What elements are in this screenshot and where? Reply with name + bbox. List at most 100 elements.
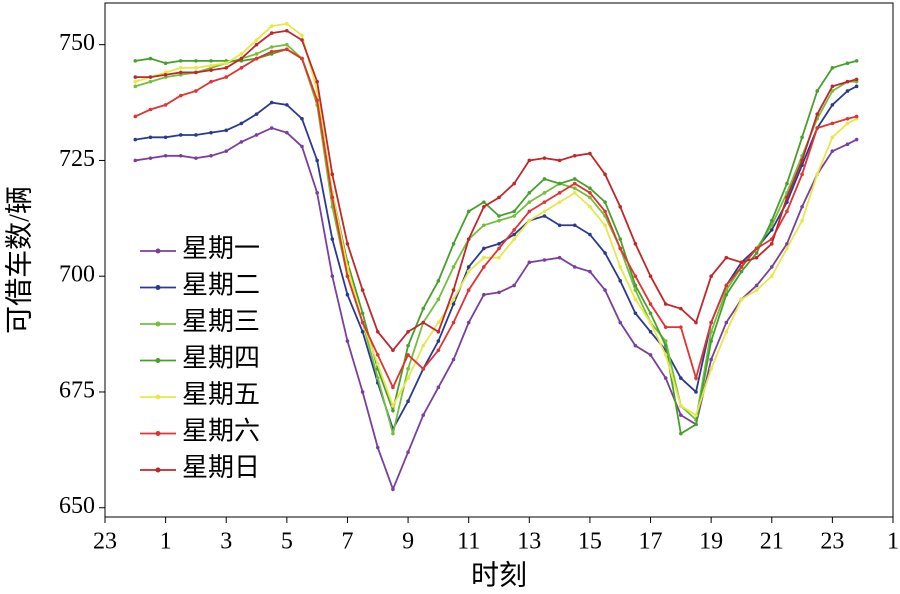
data-point [724,320,729,325]
data-point [451,357,456,362]
data-point [224,66,229,70]
data-point [603,200,607,204]
data-point [542,156,547,160]
data-point [269,100,274,105]
data-point [679,306,683,311]
data-point [633,241,638,246]
data-point [663,376,668,380]
data-point [345,241,350,246]
data-point [436,279,441,283]
data-point [133,75,138,79]
data-point [148,156,153,160]
x-tick-label: 21 [760,529,784,555]
data-point [209,68,213,72]
x-tick-label: 5 [281,529,293,555]
data-point [224,149,229,153]
data-point [436,297,441,302]
data-point [830,84,835,89]
data-point [466,269,471,274]
data-point [854,77,859,82]
data-point [406,399,410,404]
data-point [466,265,471,269]
data-point [663,353,668,357]
data-point [194,66,198,70]
data-point [527,200,532,204]
data-point [436,339,441,343]
data-point [694,320,698,325]
data-point [815,172,820,177]
data-point [800,158,804,163]
data-point [482,292,486,297]
data-point [133,114,138,119]
data-point [527,191,532,195]
data-point [285,28,289,33]
data-point [421,343,426,348]
x-tick-label: 1 [160,529,172,555]
data-point [769,228,774,232]
data-point [406,343,410,348]
data-point [300,33,304,38]
data-point [163,72,168,77]
data-point [648,311,653,316]
data-point [391,348,395,353]
data-point [194,89,198,93]
data-point [542,191,547,195]
data-point [497,255,501,260]
data-point [436,329,441,334]
data-point [648,302,653,306]
data-point [815,89,820,93]
data-point [224,75,229,79]
data-point [330,274,335,279]
data-point [542,258,547,262]
data-point [709,367,713,371]
data-point [603,172,607,177]
legend-dot [155,321,161,327]
data-point [679,376,683,380]
data-point [482,246,486,251]
data-point [785,209,789,214]
legend-dot [155,431,161,436]
data-point [315,191,319,195]
data-point [854,114,859,119]
data-point [209,59,213,63]
data-point [315,79,319,84]
legend-label: 星期二 [182,270,260,299]
legend-label: 星期四 [182,343,260,372]
data-point [254,56,259,61]
data-point [300,38,304,42]
data-point [527,218,532,223]
data-point [466,209,471,214]
data-point [133,137,138,142]
data-point [527,209,532,214]
data-point [588,269,592,274]
plot-frame [104,2,894,518]
data-point [572,177,577,181]
data-point [769,241,774,246]
data-point [694,390,698,394]
data-point [618,265,623,269]
data-point [512,181,516,186]
data-point [466,288,471,292]
data-point [391,404,395,408]
data-point [451,320,456,325]
data-point [785,181,789,186]
y-tick-label: 750 [59,30,95,56]
data-point [754,255,759,260]
data-point [406,450,410,454]
data-point [618,320,623,325]
data-point [375,329,380,334]
data-point [285,22,289,26]
data-point [451,265,456,269]
data-point [330,195,335,200]
data-point [375,362,380,366]
data-point [133,158,138,163]
data-point [800,135,804,140]
data-point [269,45,274,49]
data-point [148,79,153,84]
data-point [800,218,804,223]
data-point [588,232,592,237]
data-point [209,154,213,158]
data-point [178,59,183,63]
data-point [406,353,410,357]
data-point [694,376,698,380]
